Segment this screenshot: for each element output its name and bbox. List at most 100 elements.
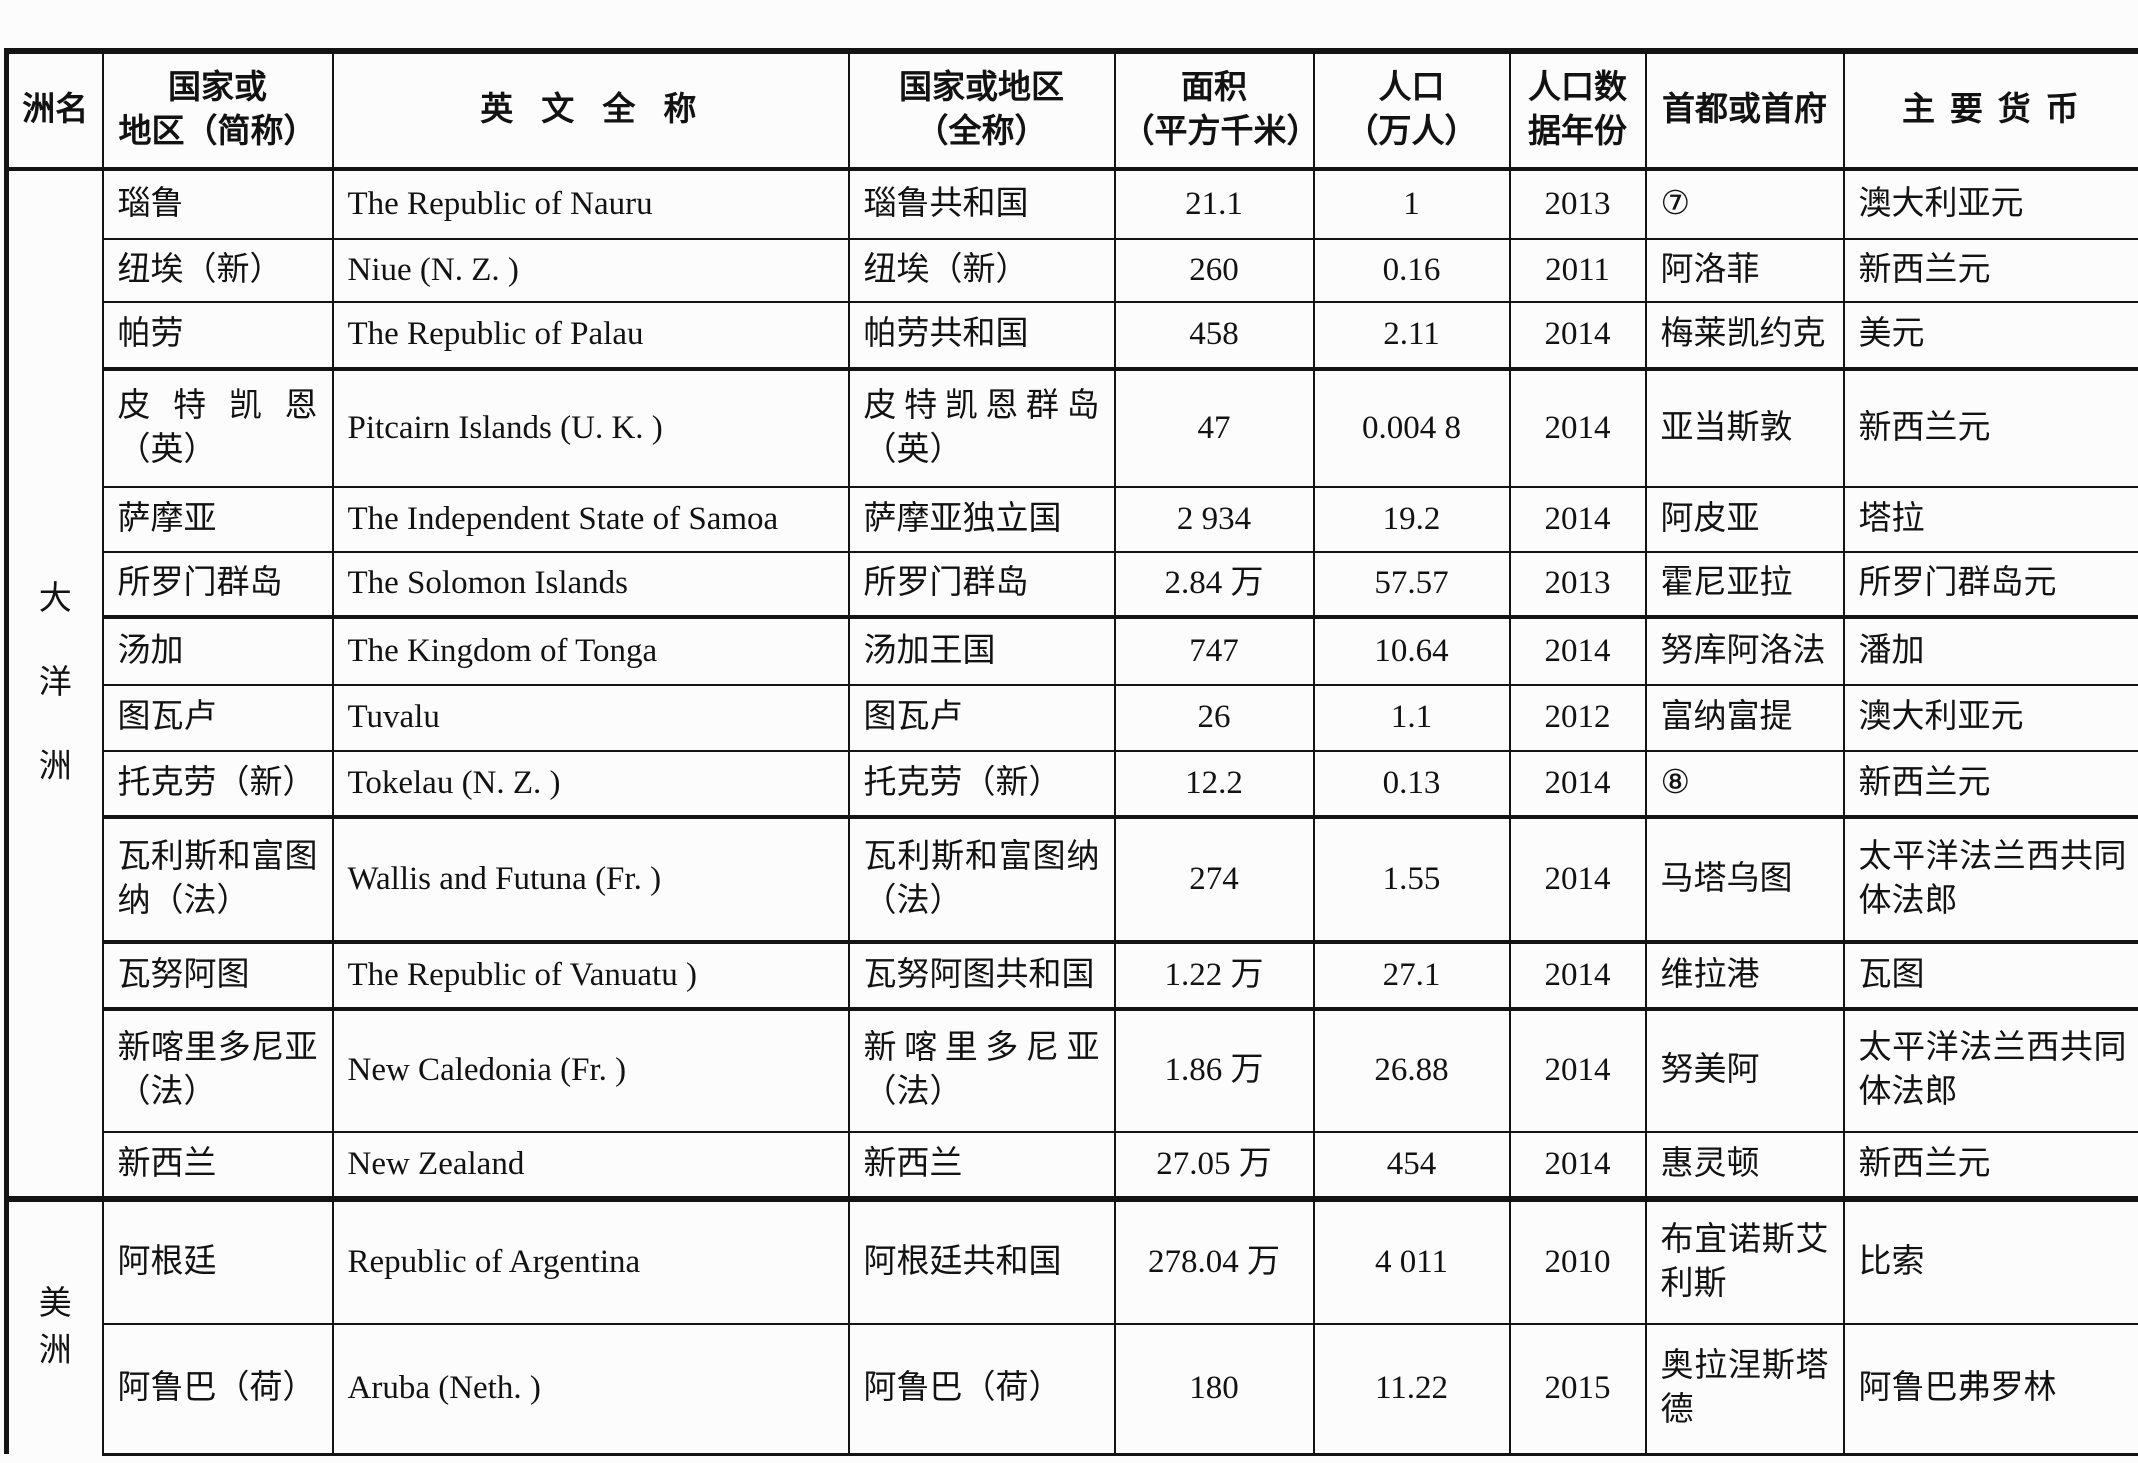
header-continent: 洲名 (5, 50, 104, 171)
cell-population: 1 (1312, 168, 1511, 240)
continent-char: 美 (38, 1286, 72, 1322)
cell-area: 260 (1113, 238, 1315, 303)
header-short-name: 国家或 地区（简称） (101, 50, 334, 171)
continent-char: 洲 (38, 1333, 72, 1369)
cell-pop-year: 2014 (1508, 816, 1647, 944)
cell-area: 1.22 万 (1113, 941, 1315, 1011)
cell-full-name: 萨摩亚独立国 (847, 486, 1116, 553)
cell-full-name: 新西兰 (847, 1131, 1116, 1200)
cell-short-name: 瓦努阿图 (101, 941, 334, 1011)
cell-short-name: 帕劳 (101, 301, 334, 371)
continent-char: 大 (38, 581, 72, 617)
cell-population: 11.22 (1312, 1323, 1511, 1456)
continent-vertical-label: 大洋洲 (10, 583, 101, 784)
table-row: 帕劳 The Republic of Palau 帕劳共和国 458 2.11 … (7, 301, 2138, 371)
header-population: 人口 （万人） (1312, 50, 1511, 171)
cell-capital: 亚当斯敦 (1644, 368, 1845, 488)
cell-currency: 新西兰元 (1842, 1131, 2138, 1200)
table-row: 图瓦卢 Tuvalu 图瓦卢 26 1.1 2012 富纳富提 澳大利亚元 (7, 684, 2138, 752)
cell-population: 1.55 (1312, 816, 1511, 944)
cell-currency: 比索 (1842, 1196, 2138, 1325)
cell-currency: 美元 (1842, 301, 2138, 371)
cell-currency: 阿鲁巴弗罗林 (1842, 1323, 2138, 1456)
table-row: 瓦利斯和富图纳（法） Wallis and Futuna (Fr. ) 瓦利斯和… (7, 816, 2138, 944)
cell-full-name: 瓦利斯和富图纳（法） (847, 816, 1116, 944)
table-row: 所罗门群岛 The Solomon Islands 所罗门群岛 2.84 万 5… (7, 551, 2138, 619)
table-row: 阿鲁巴（荷） Aruba (Neth. ) 阿鲁巴（荷） 180 11.22 2… (7, 1323, 2138, 1456)
scanned-table-page: 洲名 国家或 地区（简称） 英文全称 国家或地区 （全称） 面积 （平方千米） … (4, 48, 2138, 1456)
header-full-name: 国家或地区 （全称） (847, 50, 1116, 171)
cell-currency: 新西兰元 (1842, 368, 2138, 488)
cell-short-name: 图瓦卢 (101, 684, 334, 752)
table-row: 汤加 The Kingdom of Tonga 汤加王国 747 10.64 2… (7, 616, 2138, 686)
cell-pop-year: 2010 (1508, 1196, 1647, 1325)
cell-population: 4 011 (1312, 1196, 1511, 1325)
cell-short-name: 所罗门群岛 (101, 551, 334, 619)
cell-short-name: 新喀里多尼亚（法） (101, 1008, 334, 1133)
cell-capital: 梅莱凯约克 (1644, 301, 1845, 371)
table-row: 大洋洲 瑙鲁 The Republic of Nauru 瑙鲁共和国 21.1 1… (5, 168, 2138, 1199)
cell-area: 27.05 万 (1113, 1131, 1315, 1200)
header-capital: 首都或首府 (1644, 50, 1845, 171)
table-row: 美洲阿根廷 Republic of Argentina 阿根廷共和国 278.0… (5, 1196, 2138, 1454)
cell-currency: 澳大利亚元 (1842, 168, 2138, 240)
cell-english-name: Pitcairn Islands (U. K. ) (331, 368, 850, 488)
table-row: 新西兰 New Zealand 新西兰 27.05 万 454 2014 惠灵顿… (7, 1131, 2138, 1200)
cell-currency: 太平洋法兰西共同体法郎 (1842, 1008, 2138, 1133)
table-row: 皮特凯恩（英） Pitcairn Islands (U. K. ) 皮特凯恩群岛… (7, 368, 2138, 488)
cell-currency: 澳大利亚元 (1842, 684, 2138, 752)
cell-full-name: 图瓦卢 (847, 684, 1116, 752)
continent-cell: 大洋洲 (5, 168, 104, 1199)
cell-population: 0.004 8 (1312, 368, 1511, 488)
cell-english-name: The Republic of Vanuatu ) (331, 941, 850, 1011)
cell-english-name: Tokelau (N. Z. ) (331, 750, 850, 819)
cell-capital: 富纳富提 (1644, 684, 1845, 752)
cell-capital: 奥拉涅斯塔德 (1644, 1323, 1845, 1456)
cell-currency: 塔拉 (1842, 486, 2138, 553)
cell-currency: 潘加 (1842, 616, 2138, 686)
cell-pop-year: 2015 (1508, 1323, 1647, 1456)
cell-pop-year: 2014 (1508, 750, 1647, 819)
cell-full-name: 所罗门群岛 (847, 551, 1116, 619)
cell-full-name: 纽埃（新） (847, 238, 1116, 303)
cell-english-name: The Solomon Islands (331, 551, 850, 619)
cell-full-name: 瑙鲁共和国 (847, 168, 1116, 240)
cell-pop-year: 2014 (1508, 301, 1647, 371)
cell-area: 2.84 万 (1113, 551, 1315, 619)
cell-currency: 太平洋法兰西共同体法郎 (1842, 816, 2138, 944)
cell-short-name: 纽埃（新） (101, 238, 334, 303)
header-english-name: 英文全称 (331, 50, 850, 171)
cell-short-name: 阿鲁巴（荷） (101, 1323, 334, 1456)
cell-area: 278.04 万 (1113, 1196, 1315, 1325)
cell-english-name: The Republic of Nauru (331, 168, 850, 240)
cell-currency: 新西兰元 (1842, 238, 2138, 303)
cell-pop-year: 2014 (1508, 1131, 1647, 1200)
cell-short-name: 皮特凯恩（英） (101, 368, 334, 488)
cell-capital: 惠灵顿 (1644, 1131, 1845, 1200)
cell-english-name: New Zealand (331, 1131, 850, 1200)
cell-area: 47 (1113, 368, 1315, 488)
cell-english-name: The Kingdom of Tonga (331, 616, 850, 686)
table-header: 洲名 国家或 地区（简称） 英文全称 国家或地区 （全称） 面积 （平方千米） … (5, 50, 2138, 171)
cell-pop-year: 2011 (1508, 238, 1647, 303)
cell-short-name: 萨摩亚 (101, 486, 334, 553)
cell-population: 0.16 (1312, 238, 1511, 303)
cell-capital: 努美阿 (1644, 1008, 1845, 1133)
cell-full-name: 托克劳（新） (847, 750, 1116, 819)
cell-population: 27.1 (1312, 941, 1511, 1011)
cell-english-name: The Republic of Palau (331, 301, 850, 371)
cell-population: 1.1 (1312, 684, 1511, 752)
cell-full-name: 瓦努阿图共和国 (847, 941, 1116, 1011)
cell-capital: 维拉港 (1644, 941, 1845, 1011)
cell-currency: 新西兰元 (1842, 750, 2138, 819)
cell-full-name: 新喀里多尼亚（法） (847, 1008, 1116, 1133)
continent-char: 洲 (38, 749, 72, 785)
cell-english-name: Republic of Argentina (331, 1196, 850, 1325)
cell-area: 12.2 (1113, 750, 1315, 819)
cell-capital: 布宜诺斯艾利斯 (1644, 1196, 1845, 1325)
table-row: 托克劳（新） Tokelau (N. Z. ) 托克劳（新） 12.2 0.13… (7, 750, 2138, 819)
cell-population: 26.88 (1312, 1008, 1511, 1133)
cell-short-name: 新西兰 (101, 1131, 334, 1200)
cell-short-name: 托克劳（新） (101, 750, 334, 819)
table-row: 萨摩亚 The Independent State of Samoa 萨摩亚独立… (7, 486, 2138, 553)
